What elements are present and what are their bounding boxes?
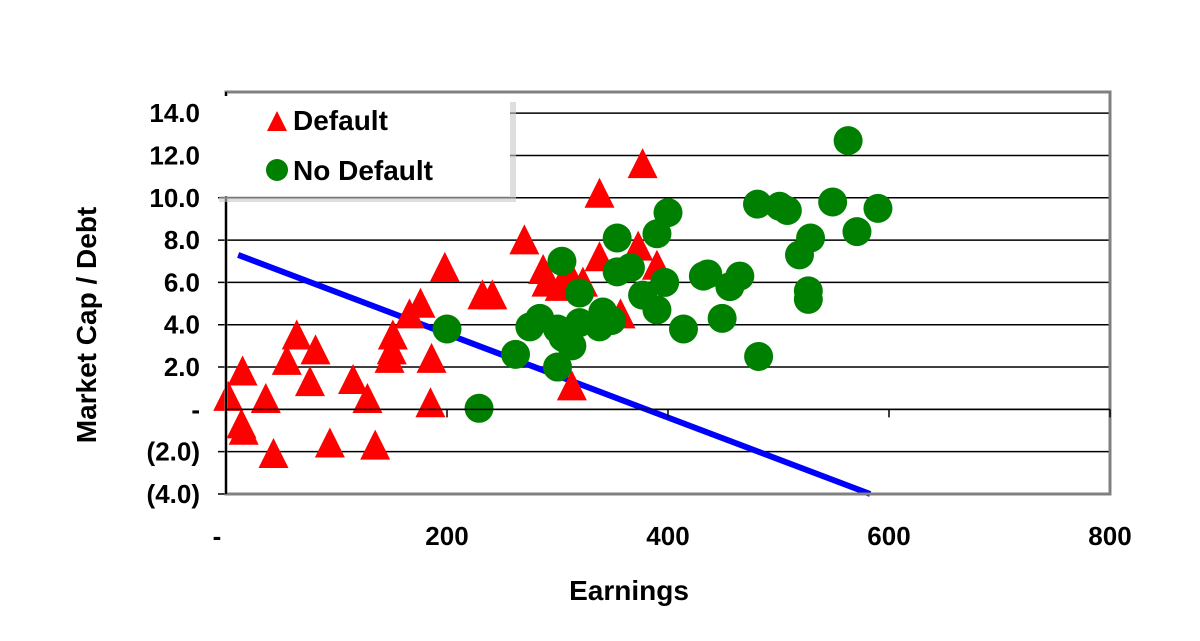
default-triangle-point — [294, 366, 325, 397]
default-triangle-point — [300, 334, 331, 365]
y-tick-labels: 14.0 12.0 10.0 8.0 6.0 4.0 2.0 - (2.0) (4.0) — [147, 98, 200, 509]
legend-label-default: Default — [293, 105, 388, 136]
default-triangle-point — [281, 319, 312, 350]
default-triangle-point — [258, 438, 289, 469]
y-tick-label: 8.0 — [164, 225, 200, 255]
default-triangle-point — [314, 427, 345, 458]
default-triangle-point — [377, 319, 408, 350]
y-tick-label: 6.0 — [164, 267, 200, 297]
no-default-circle-point — [543, 352, 572, 382]
no-default-circle-point — [793, 284, 823, 314]
no-default-circle-point — [653, 198, 683, 228]
no-default-circle-point — [501, 339, 531, 369]
y-tick-label: (4.0) — [147, 479, 200, 509]
default-triangle-point — [250, 383, 281, 414]
no-default-circle-point — [557, 331, 587, 361]
legend-triangle-icon — [267, 111, 287, 131]
x-tick-label: - — [213, 521, 222, 551]
y-tick-label: (2.0) — [147, 437, 200, 467]
default-triangle-point — [227, 355, 258, 386]
no-default-circle-point — [650, 267, 680, 297]
default-triangle-point — [338, 363, 369, 394]
no-default-circle-point — [432, 314, 462, 344]
x-axis-title: Earnings — [569, 575, 689, 606]
x-tick-label: 600 — [867, 521, 910, 551]
default-triangle-point — [584, 177, 615, 208]
no-default-circle-point — [693, 259, 723, 289]
y-tick-label: - — [191, 394, 200, 424]
no-default-circle-point — [707, 303, 737, 333]
default-triangle-point — [213, 380, 244, 411]
default-triangle-point — [374, 342, 405, 373]
no-default-circle-point — [565, 278, 595, 308]
default-triangle-point — [477, 279, 508, 310]
no-default-circle-point — [725, 261, 755, 291]
legend-circle-icon — [266, 159, 288, 181]
default-triangle-point — [509, 224, 540, 255]
no-default-circle-point — [668, 314, 698, 344]
default-triangle-point — [556, 370, 587, 401]
no-default-circle-point — [772, 195, 802, 225]
no-default-circle-point — [464, 393, 494, 423]
x-tick-labels: - 200 400 600 800 — [213, 521, 1132, 551]
default-triangle-point — [360, 429, 391, 460]
no-default-circle-point — [842, 217, 872, 247]
default-triangle-point — [415, 387, 446, 418]
default-triangle-point — [405, 287, 436, 318]
no-default-circle-point — [784, 240, 814, 270]
no-default-circle-point — [818, 187, 848, 217]
no-default-circle-point — [863, 193, 893, 223]
data-points — [213, 126, 893, 469]
no-default-circle-point — [833, 126, 863, 156]
y-tick-label: 10.0 — [149, 183, 200, 213]
y-tick-label: 4.0 — [164, 310, 200, 340]
y-axis-title: Market Cap / Debt — [71, 207, 102, 444]
x-tick-label: 200 — [425, 521, 468, 551]
legend: Default No Default — [213, 96, 516, 202]
no-default-circle-point — [584, 312, 614, 342]
no-default-circle-point — [743, 189, 773, 219]
no-default-circle-point — [602, 223, 632, 253]
no-default-circle-point — [615, 253, 645, 283]
y-tick-label: 12.0 — [149, 140, 200, 170]
y-tick-label: 14.0 — [149, 98, 200, 128]
x-tick-label: 800 — [1088, 521, 1131, 551]
legend-label-no-default: No Default — [293, 155, 433, 186]
default-triangle-point — [352, 383, 383, 414]
no-default-circle-point — [547, 246, 577, 276]
y-tick-label: 2.0 — [164, 352, 200, 382]
default-triangle-point — [271, 344, 302, 375]
default-triangle-point — [627, 148, 658, 179]
no-default-circle-point — [642, 295, 672, 325]
no-default-circle-point — [744, 341, 774, 371]
default-triangle-point — [228, 414, 259, 445]
default-triangle-point — [416, 342, 447, 373]
default-triangle-point — [429, 251, 460, 282]
x-tick-label: 400 — [646, 521, 689, 551]
